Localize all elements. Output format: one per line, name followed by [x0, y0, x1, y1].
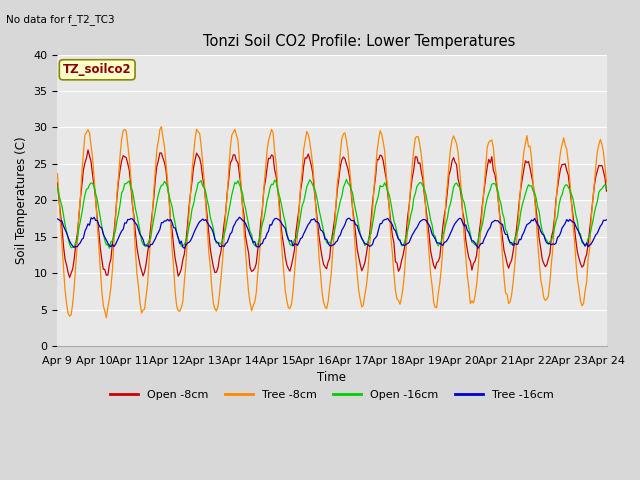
Legend: Open -8cm, Tree -8cm, Open -16cm, Tree -16cm: Open -8cm, Tree -8cm, Open -16cm, Tree -…: [106, 386, 558, 405]
Title: Tonzi Soil CO2 Profile: Lower Temperatures: Tonzi Soil CO2 Profile: Lower Temperatur…: [204, 34, 516, 49]
Text: No data for f_T2_TC3: No data for f_T2_TC3: [6, 14, 115, 25]
Y-axis label: Soil Temperatures (C): Soil Temperatures (C): [15, 136, 28, 264]
Text: TZ_soilco2: TZ_soilco2: [63, 63, 131, 76]
X-axis label: Time: Time: [317, 372, 346, 384]
